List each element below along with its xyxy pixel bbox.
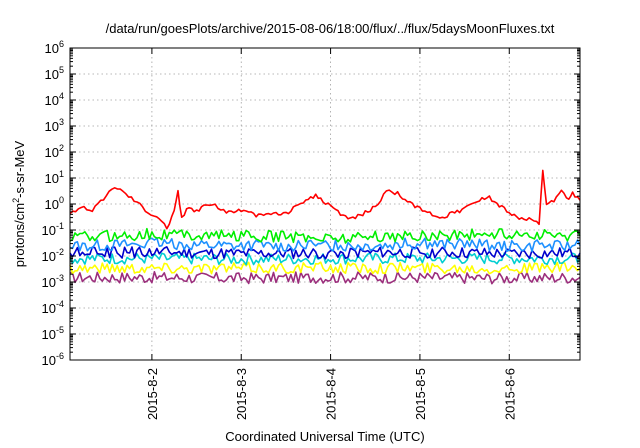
y-tick-label: 10-5 — [42, 325, 64, 342]
y-tick-label: 100 — [45, 195, 64, 212]
series-group — [69, 169, 581, 285]
x-tick-label: 2015-8-4 — [324, 368, 339, 420]
series-line — [69, 270, 581, 285]
chart-title: /data/run/goesPlots/archive/2015-08-06/1… — [106, 21, 555, 36]
x-tick-label: 2015-8-6 — [502, 368, 517, 420]
y-tick-label: 10-4 — [42, 299, 64, 316]
y-tick-label: 10-6 — [42, 351, 64, 368]
series-line — [69, 237, 581, 253]
x-tick-label: 2015-8-2 — [145, 368, 160, 420]
series-line — [69, 169, 581, 230]
y-tick-label: 103 — [45, 117, 64, 134]
y-tick-label: 105 — [45, 65, 64, 82]
y-tick-label: 10-2 — [42, 247, 64, 264]
y-tick-label: 10-3 — [42, 273, 64, 290]
y-tick-label: 104 — [45, 91, 64, 108]
y-tick-label: 106 — [45, 39, 64, 56]
y-axis-label: protons/cm2-s-sr-MeV — [11, 140, 27, 267]
x-tick-label: 2015-8-5 — [413, 368, 428, 420]
series-line — [69, 227, 581, 244]
series-line — [69, 261, 581, 275]
y-tick-label: 10-1 — [42, 221, 64, 238]
series-line — [69, 246, 581, 260]
x-axis-label: Coordinated Universal Time (UTC) — [225, 429, 424, 444]
x-tick-label: 2015-8-3 — [234, 368, 249, 420]
y-axis-ticks: 10-6 10-5 10-4 10-3 10-2 10-1 100 101 102 103 104 1… — [42, 39, 580, 368]
y-tick-label: 102 — [45, 143, 64, 160]
x-axis-ticks: 2015-8-2 2015-8-3 2015-8-4 2015-8-5 2015-8-6 — [145, 48, 517, 420]
y-tick-label: 101 — [45, 169, 64, 186]
